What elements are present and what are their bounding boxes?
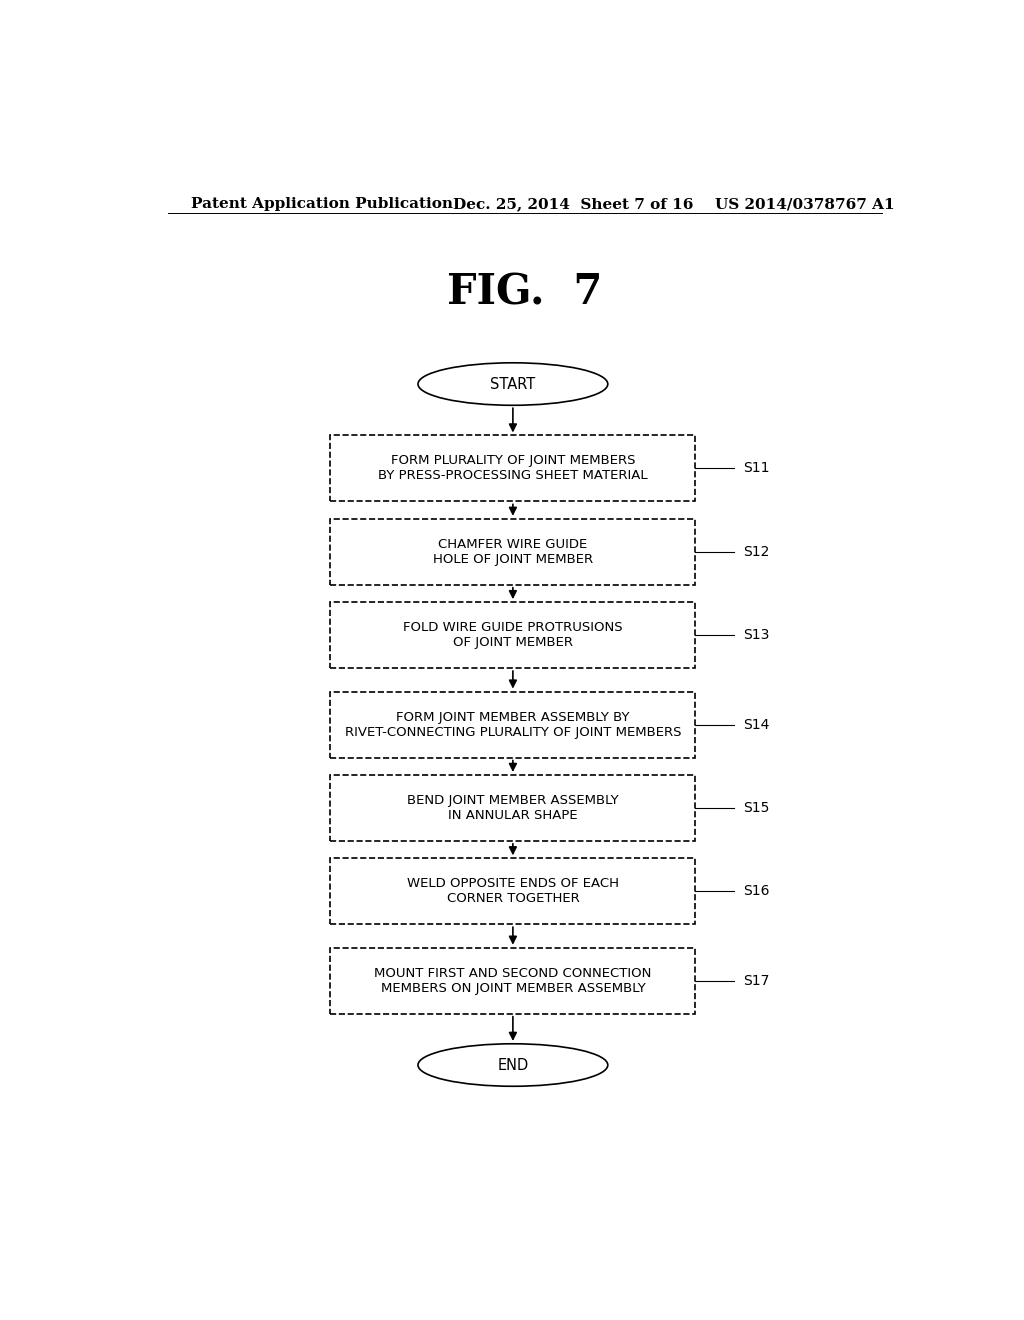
FancyBboxPatch shape <box>331 436 695 502</box>
Text: CHAMFER WIRE GUIDE
HOLE OF JOINT MEMBER: CHAMFER WIRE GUIDE HOLE OF JOINT MEMBER <box>433 537 593 566</box>
FancyBboxPatch shape <box>331 948 695 1014</box>
Text: S15: S15 <box>743 801 769 814</box>
Text: FORM JOINT MEMBER ASSEMBLY BY
RIVET-CONNECTING PLURALITY OF JOINT MEMBERS: FORM JOINT MEMBER ASSEMBLY BY RIVET-CONN… <box>345 710 681 738</box>
Text: S17: S17 <box>743 974 769 987</box>
Text: FOLD WIRE GUIDE PROTRUSIONS
OF JOINT MEMBER: FOLD WIRE GUIDE PROTRUSIONS OF JOINT MEM… <box>403 622 623 649</box>
Text: WELD OPPOSITE ENDS OF EACH
CORNER TOGETHER: WELD OPPOSITE ENDS OF EACH CORNER TOGETH… <box>407 878 618 906</box>
Text: START: START <box>490 376 536 392</box>
FancyBboxPatch shape <box>331 775 695 841</box>
FancyBboxPatch shape <box>331 692 695 758</box>
FancyBboxPatch shape <box>331 602 695 668</box>
Text: S13: S13 <box>743 628 769 642</box>
Text: US 2014/0378767 A1: US 2014/0378767 A1 <box>715 197 895 211</box>
Text: S14: S14 <box>743 718 769 731</box>
Text: S11: S11 <box>743 462 770 475</box>
Text: Patent Application Publication: Patent Application Publication <box>191 197 454 211</box>
Text: BEND JOINT MEMBER ASSEMBLY
IN ANNULAR SHAPE: BEND JOINT MEMBER ASSEMBLY IN ANNULAR SH… <box>408 793 618 822</box>
FancyBboxPatch shape <box>331 519 695 585</box>
Text: FORM PLURALITY OF JOINT MEMBERS
BY PRESS-PROCESSING SHEET MATERIAL: FORM PLURALITY OF JOINT MEMBERS BY PRESS… <box>378 454 648 482</box>
Ellipse shape <box>418 1044 608 1086</box>
Text: S16: S16 <box>743 884 770 898</box>
FancyBboxPatch shape <box>331 858 695 924</box>
Text: S12: S12 <box>743 545 769 558</box>
Ellipse shape <box>418 363 608 405</box>
Text: Dec. 25, 2014  Sheet 7 of 16: Dec. 25, 2014 Sheet 7 of 16 <box>454 197 693 211</box>
Text: FIG.  7: FIG. 7 <box>447 272 602 314</box>
Text: END: END <box>498 1057 528 1073</box>
Text: MOUNT FIRST AND SECOND CONNECTION
MEMBERS ON JOINT MEMBER ASSEMBLY: MOUNT FIRST AND SECOND CONNECTION MEMBER… <box>374 966 651 995</box>
